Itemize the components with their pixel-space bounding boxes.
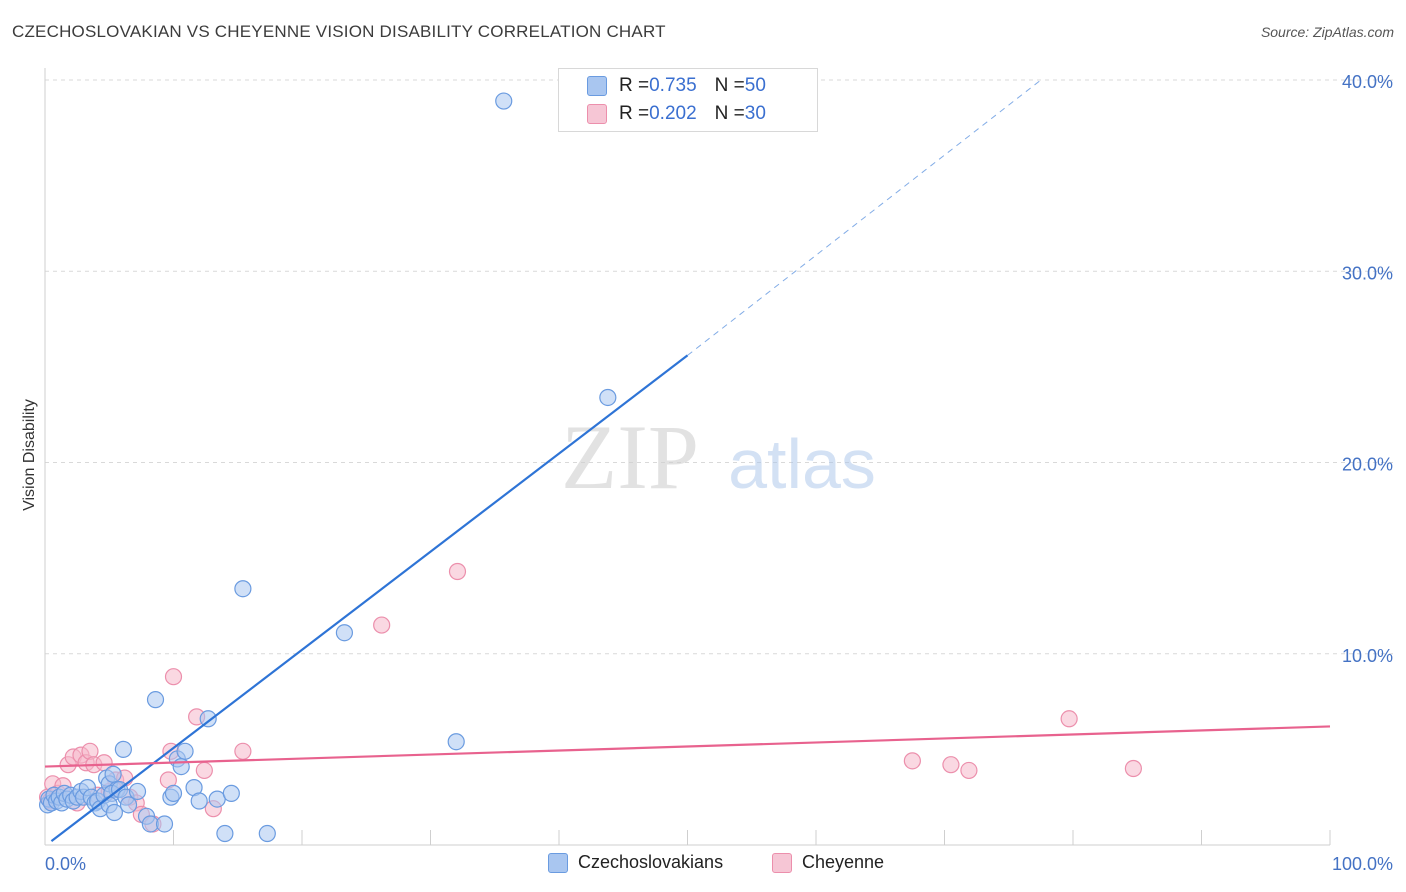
- legend-r-label: R =: [619, 75, 650, 96]
- czechoslovakians-point: [119, 796, 138, 814]
- series-swatch-pink: [772, 852, 792, 873]
- correlation-legend: R = 0.735 N = 50 R = 0.202 N = 30: [558, 68, 818, 132]
- legend-n-label: N =: [714, 103, 745, 124]
- legend-swatch-pink: [587, 104, 607, 124]
- grid-lines: [45, 79, 1395, 655]
- watermark: ZIP atlas: [561, 406, 876, 508]
- source-label: Source: ZipAtlas.com: [1260, 24, 1394, 40]
- czechoslovakians-point: [599, 388, 617, 407]
- legend-r-label: R =: [619, 103, 650, 124]
- cheyenne-point: [960, 761, 978, 780]
- legend-n-value: 30: [744, 103, 766, 124]
- czechoslovakians-point: [199, 710, 217, 728]
- cheyenne-point: [942, 756, 960, 774]
- legend-r-value: 0.202: [649, 103, 697, 124]
- legend-row-cheyenne: R = 0.202 N = 30: [587, 102, 766, 126]
- czechoslovakians-point: [447, 733, 465, 751]
- cheyenne-point: [903, 752, 921, 770]
- x-tick-label: 0.0%: [45, 854, 86, 874]
- y-tick-label: 30.0%: [1342, 263, 1393, 283]
- czechoslovakians-point: [128, 782, 147, 801]
- legend-n-label: N =: [714, 75, 745, 96]
- y-tick-label: 40.0%: [1342, 72, 1393, 92]
- watermark-zip: ZIP: [561, 406, 699, 508]
- cheyenne-point: [1124, 759, 1142, 778]
- cheyenne-point: [448, 562, 467, 581]
- series-legend-cheyenne: Cheyenne: [772, 852, 884, 873]
- y-tick-label: 20.0%: [1342, 455, 1393, 475]
- watermark-atlas: atlas: [728, 425, 876, 503]
- axes: [44, 68, 1331, 846]
- czechoslovakians-point: [146, 691, 165, 709]
- czechoslovakians-point: [335, 624, 354, 642]
- czechoslovakians-point: [104, 765, 122, 783]
- czechoslovakians-trend-line: [50, 354, 689, 843]
- cheyenne-point: [195, 761, 213, 780]
- cheyenne-point: [164, 668, 183, 686]
- legend-swatch-blue: [587, 76, 607, 96]
- trend-lines: [44, 79, 1331, 843]
- czechoslovakians-point: [176, 742, 194, 760]
- czechoslovakians-point: [155, 815, 174, 833]
- y-tick-label: 10.0%: [1342, 646, 1393, 666]
- czechoslovakians-point: [190, 792, 208, 810]
- czechoslovakians-point: [222, 784, 240, 802]
- series-legend-czechoslovakians: Czechoslovakians: [548, 852, 723, 873]
- czechoslovakians-point: [258, 824, 276, 843]
- czechoslovakians-point: [164, 784, 183, 802]
- data-points: [38, 92, 1142, 843]
- cheyenne-point: [234, 742, 252, 760]
- legend-n-value: 50: [744, 75, 766, 96]
- series-legend: Czechoslovakians Cheyenne: [0, 852, 1406, 878]
- cheyenne-point: [1060, 710, 1078, 728]
- czechoslovakians-point: [105, 803, 123, 822]
- czechoslovakians-point: [495, 92, 513, 110]
- chart-title: CZECHOSLOVAKIAN VS CHEYENNE VISION DISAB…: [12, 22, 666, 41]
- series-label: Cheyenne: [802, 852, 885, 872]
- czechoslovakians-point: [216, 824, 234, 843]
- legend-r-value: 0.735: [649, 75, 697, 96]
- cheyenne-point: [373, 616, 391, 634]
- x-tick-label: 100.0%: [1332, 854, 1393, 874]
- tick-labels: 10.0% 20.0% 30.0% 40.0% 0.0% 100.0%: [45, 72, 1393, 874]
- czechoslovakians-point: [172, 757, 190, 776]
- czechoslovakians-point: [114, 740, 132, 758]
- legend-row-czechoslovakians: R = 0.735 N = 50: [587, 74, 766, 98]
- cheyenne-trend-line: [44, 725, 1331, 768]
- series-label: Czechoslovakians: [578, 852, 724, 872]
- czechoslovakians-point: [234, 580, 252, 598]
- czechoslovakians-trend-extension: [687, 79, 1042, 356]
- series-swatch-blue: [548, 852, 568, 873]
